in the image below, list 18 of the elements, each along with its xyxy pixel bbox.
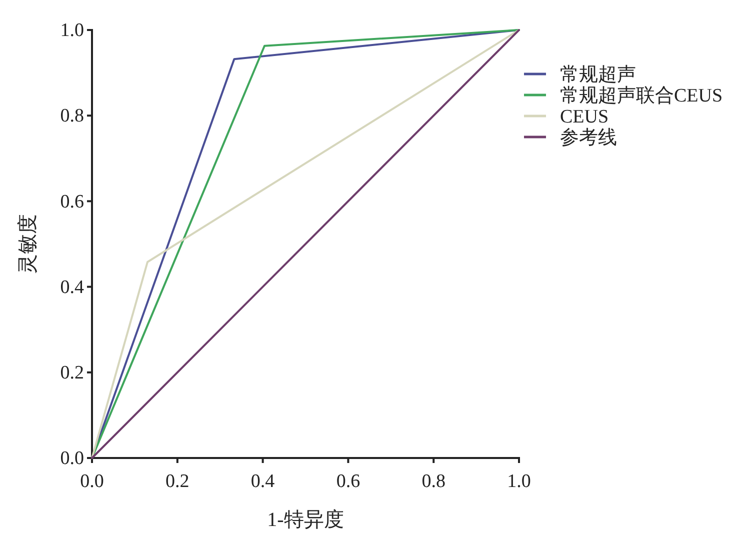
legend-label: 参考线 [560,128,617,149]
x-tick-label: 0.8 [422,470,446,492]
y-tick-label: 0.8 [60,106,84,127]
legend-label: CEUS [560,106,609,128]
y-tick-label: 0.2 [60,362,84,384]
y-tick-label: 1.0 [60,20,84,42]
x-tick-label: 0.4 [250,470,276,492]
y-tick-label: 0.4 [60,276,84,298]
y-axis-title: 灵敏度 [17,214,39,274]
x-tick-label: 0.6 [336,470,360,492]
x-axis-title: 1-特异度 [267,509,344,531]
x-tick-label: 0.2 [166,470,190,492]
x-tick-label: 1.0 [507,470,531,492]
legend-label: 常规超声 [560,64,636,86]
legend-label: 常规超声联合CEUS [560,86,723,107]
x-tick-label: 0.0 [80,470,104,492]
y-tick-label: 0.6 [60,191,84,212]
y-tick-label: 0.0 [60,448,84,470]
